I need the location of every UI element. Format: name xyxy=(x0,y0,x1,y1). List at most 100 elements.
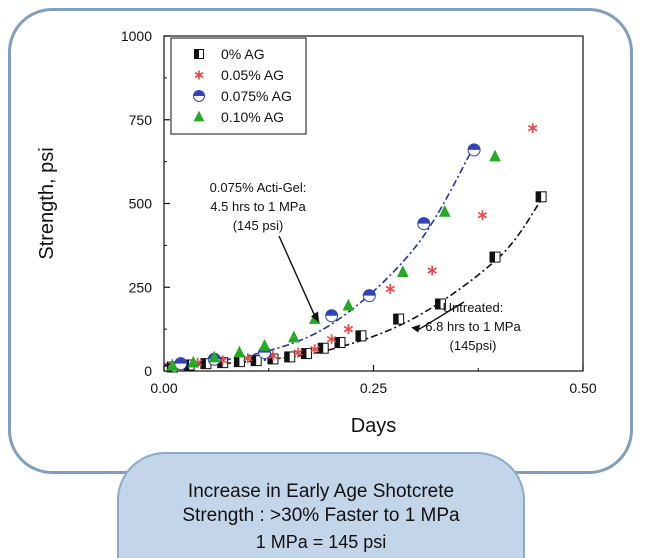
data-point-0-10-ag xyxy=(288,330,300,343)
annotation-ag-line: 0.075% Acti-Gel: xyxy=(210,180,307,195)
marker-fill xyxy=(262,340,268,346)
marker-fill xyxy=(393,314,399,325)
data-point-0-ag xyxy=(393,313,405,325)
data-point-0-ag xyxy=(489,251,501,263)
legend-label: 0.10% AG xyxy=(221,109,284,125)
x-tick-label: 0.00 xyxy=(150,380,177,396)
annotation-untreated-line: (145psi) xyxy=(450,338,497,353)
data-point-0-ag xyxy=(334,337,346,349)
marker-fill xyxy=(439,211,450,217)
data-point-0-ag xyxy=(435,298,447,310)
marker-stroke xyxy=(343,325,354,333)
data-point-0-ag xyxy=(284,351,296,363)
data-point-0-075-ag xyxy=(362,289,376,303)
legend-box xyxy=(170,37,307,135)
marker-fill xyxy=(363,289,376,296)
marker-fill xyxy=(397,271,408,277)
marker-fill xyxy=(234,356,240,367)
data-point-0-05-ag xyxy=(527,123,538,134)
axes: 0.00 0.25 0.50 0 250 500 750 1000 Days Strength, … xyxy=(36,28,597,437)
annotation-ag-arrowhead xyxy=(311,311,320,323)
data-point-0-ag xyxy=(535,191,547,203)
marker-fill xyxy=(334,337,340,348)
data-point-0-ag xyxy=(300,348,312,360)
marker-fill xyxy=(194,116,204,121)
marker-fill xyxy=(188,361,199,367)
marker-fill xyxy=(284,351,290,362)
legend-marker xyxy=(194,70,204,80)
data-point-0-10-ag xyxy=(166,359,179,371)
data-point-0-ag xyxy=(250,355,262,367)
fit-line-1 xyxy=(163,146,475,366)
chart-panel: 0.00 0.25 0.50 0 250 500 750 1000 Days Strength, … xyxy=(8,8,633,474)
marker-stroke xyxy=(326,335,337,343)
marker-fill xyxy=(301,348,307,359)
caption-line-2: Strength : >30% Faster to 1 MPa xyxy=(182,505,460,526)
caption-line-1: Increase in Early Age Shotcrete xyxy=(187,481,455,502)
marker-fill xyxy=(417,217,430,224)
marker-fill xyxy=(291,331,297,337)
annotations: 0.075% Acti-Gel: 4.5 hrs to 1 MPa (145 psi… xyxy=(210,180,522,353)
data-point-0-10-ag xyxy=(258,339,271,351)
legend: 0% AG 0.05% AG 0.075% AG 0.10% AG xyxy=(170,37,307,135)
data-point-0-075-ag xyxy=(467,143,481,157)
marker-fill xyxy=(288,336,299,342)
annotation-ag-line: 4.5 hrs to 1 MPa xyxy=(210,199,306,214)
legend-marker xyxy=(193,110,205,122)
marker-fill xyxy=(259,345,270,351)
data-point-0-ag xyxy=(233,356,245,368)
y-tick-label: 500 xyxy=(129,196,153,212)
x-axis-label: Days xyxy=(351,415,397,437)
marker-fill xyxy=(492,150,498,156)
marker-stroke xyxy=(527,124,538,132)
marker-fill xyxy=(251,355,257,366)
y-axis-label: Strength, psi xyxy=(36,147,58,259)
data-point-0-10-ag xyxy=(208,350,221,363)
marker-stroke xyxy=(310,346,320,353)
data-point-0-05-ag xyxy=(293,347,303,358)
marker-fill xyxy=(490,155,501,161)
marker-fill xyxy=(442,206,448,212)
marker-fill xyxy=(209,356,220,362)
caption-line-3: 1 MPa = 145 psi xyxy=(255,532,387,552)
marker-fill xyxy=(345,299,351,305)
strength-chart: 0.00 0.25 0.50 0 250 500 750 1000 Days Strength, … xyxy=(36,28,597,437)
data-point-0-075-ag xyxy=(174,357,188,371)
data-point-0-05-ag xyxy=(385,283,395,294)
data-point-0-075-ag xyxy=(417,217,431,231)
data-point-0-ag xyxy=(317,342,329,354)
marker-fill xyxy=(174,357,187,364)
data-point-0-05-ag xyxy=(477,210,488,221)
marker-fill xyxy=(400,266,406,272)
marker-fill xyxy=(325,309,338,316)
y-tick-label: 1000 xyxy=(121,28,152,44)
legend-label: 0% AG xyxy=(221,46,265,62)
annotation-ag-line: (145 psi) xyxy=(233,218,284,233)
annotation-untreated-arrowhead xyxy=(411,324,421,333)
x-tick-label: 0.25 xyxy=(360,380,387,396)
marker-fill xyxy=(490,252,496,263)
annotation-untreated-line: Untreated: xyxy=(443,300,504,315)
marker-stroke xyxy=(243,355,253,362)
y-tick-label: 0 xyxy=(144,363,152,379)
marker-fill xyxy=(343,304,354,310)
marker-fill xyxy=(536,191,542,202)
data-point-0-05-ag xyxy=(427,265,437,276)
data-point-0-10-ag xyxy=(397,265,409,277)
marker-fill xyxy=(167,365,178,371)
marker-stroke xyxy=(427,267,437,274)
annotation-untreated-arrow xyxy=(416,301,465,332)
y-tick-label: 750 xyxy=(129,112,153,128)
annotation-untreated-line: 6.8 hrs to 1 MPa xyxy=(425,319,521,334)
data-point-0-05-ag xyxy=(243,353,253,364)
marker-fill xyxy=(190,356,196,362)
marker-fill xyxy=(194,49,199,59)
marker-stroke xyxy=(293,349,303,356)
data-point-0-05-ag xyxy=(310,344,320,355)
marker-fill xyxy=(435,299,441,309)
y-tick-label: 250 xyxy=(129,279,153,295)
data-point-0-075-ag xyxy=(325,309,339,323)
data-point-0-05-ag xyxy=(326,334,337,345)
legend-marker xyxy=(193,90,205,102)
marker-stroke xyxy=(385,285,395,293)
